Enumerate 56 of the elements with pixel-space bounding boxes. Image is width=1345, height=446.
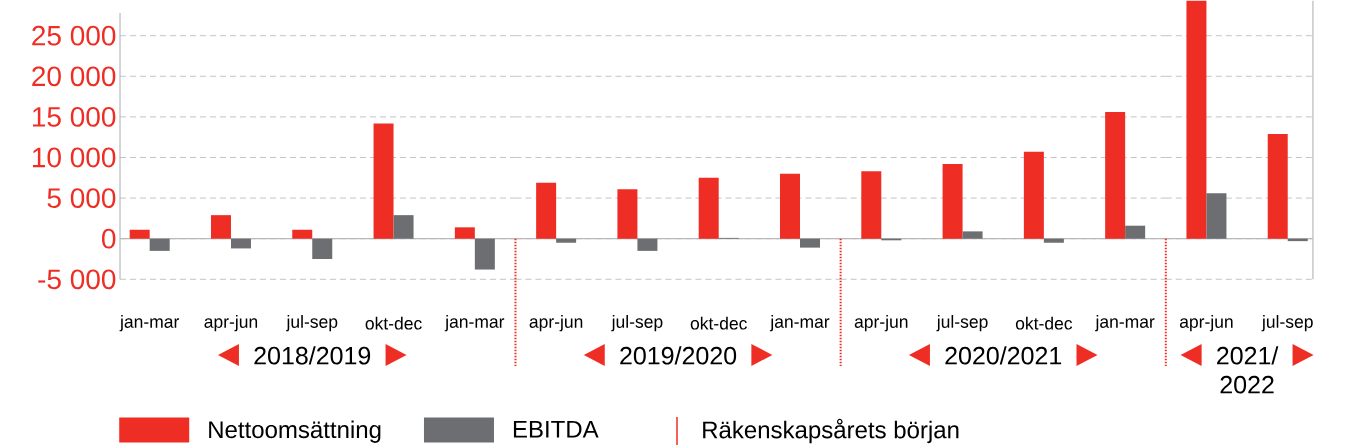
y-tick-label: 15 000 xyxy=(32,106,116,127)
x-tick-label: okt-dec xyxy=(365,316,422,330)
x-tick-label: jul-sep xyxy=(611,315,663,332)
bar xyxy=(474,238,495,270)
bar xyxy=(129,229,150,239)
bar xyxy=(861,171,882,239)
bar xyxy=(799,238,820,248)
bar xyxy=(1105,112,1126,239)
bar xyxy=(230,238,251,249)
legend-label: EBITDA xyxy=(513,420,599,438)
legend-label: Nettoomsättning xyxy=(209,420,381,443)
bar xyxy=(1267,133,1288,239)
bar xyxy=(454,227,475,239)
x-tick-label: jul-sep xyxy=(286,315,338,332)
bar xyxy=(1125,225,1146,239)
x-axis-title: 2019/2020 xyxy=(620,346,737,365)
bar xyxy=(292,229,313,239)
y-tick-label: 20 000 xyxy=(32,66,116,87)
bar xyxy=(1186,0,1207,239)
x-tick-label: jul-sep xyxy=(1261,315,1313,332)
bar xyxy=(210,215,231,239)
text: Räkenskapsårets början xyxy=(703,418,959,444)
y-tick-label: -5 000 xyxy=(38,269,116,290)
x-tick-label: apr-jun xyxy=(529,315,583,332)
y-tick-label: 25 000 xyxy=(32,25,116,46)
y-tick-label: 5 000 xyxy=(47,188,116,208)
bar xyxy=(698,177,719,239)
bar xyxy=(149,238,170,251)
bar xyxy=(312,238,333,259)
x-tick-label: okt-dec xyxy=(1015,316,1073,330)
bar xyxy=(779,173,800,239)
x-axis-title: 2021/2022 xyxy=(1217,346,1279,394)
bar xyxy=(1043,238,1064,243)
x-tick-label: apr-jun xyxy=(1179,315,1233,332)
x-axis-title: 2020/2021 xyxy=(945,346,1062,365)
y-tick-label: 0 xyxy=(102,228,116,249)
x-tick-label: jan-mar xyxy=(1095,315,1155,332)
bar xyxy=(942,163,963,239)
x-axis-title: 2018/2019 xyxy=(254,346,371,365)
bar xyxy=(617,189,638,239)
y-tick-label: 10 000 xyxy=(32,147,116,168)
bar xyxy=(962,231,983,239)
bar xyxy=(556,238,577,243)
x-tick-label: jan-mar xyxy=(119,315,180,332)
bar xyxy=(373,123,394,239)
x-tick-label: jan-mar xyxy=(444,315,505,332)
x-tick-label: jan-mar xyxy=(769,315,830,332)
bar xyxy=(1023,151,1044,239)
x-tick-label: jul-sep xyxy=(936,315,988,332)
x-tick-label: apr-jun xyxy=(204,315,258,332)
x-tick-label: okt-dec xyxy=(690,316,747,330)
bar xyxy=(1206,193,1227,239)
bar xyxy=(637,238,658,251)
bar xyxy=(536,182,557,239)
bar xyxy=(393,215,414,239)
x-tick-label: apr-jun xyxy=(854,315,908,332)
